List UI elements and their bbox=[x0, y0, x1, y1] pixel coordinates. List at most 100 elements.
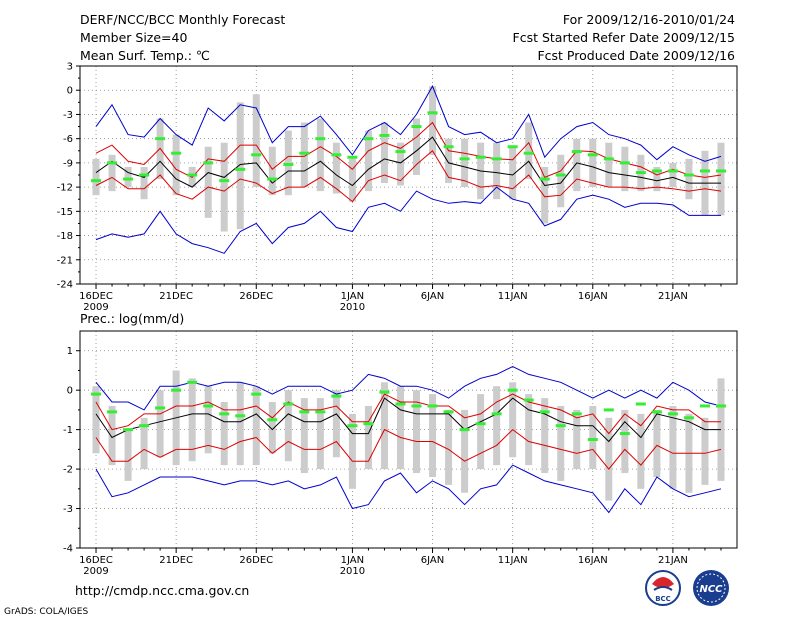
control-marker bbox=[443, 145, 454, 149]
control-marker bbox=[107, 410, 118, 414]
control-marker bbox=[139, 173, 150, 177]
control-marker bbox=[411, 404, 422, 408]
control-marker bbox=[267, 177, 278, 181]
spread-bar bbox=[557, 154, 565, 208]
control-marker bbox=[699, 404, 710, 408]
control-marker bbox=[219, 179, 230, 183]
spread-bar bbox=[461, 409, 469, 493]
control-marker bbox=[667, 169, 678, 173]
control-marker bbox=[219, 412, 230, 416]
spread-bar bbox=[493, 386, 501, 466]
y-tick-label: -18 bbox=[57, 231, 73, 242]
series-line-max bbox=[95, 85, 722, 162]
y-tick-label: 3 bbox=[67, 62, 73, 73]
control-marker bbox=[331, 394, 342, 398]
control-marker bbox=[283, 163, 294, 167]
control-marker bbox=[155, 137, 166, 141]
control-marker bbox=[91, 392, 102, 396]
control-marker bbox=[587, 438, 598, 441]
spread-bar bbox=[332, 142, 340, 194]
control-marker bbox=[139, 424, 150, 428]
control-marker bbox=[187, 173, 198, 177]
y-tick-label: -3 bbox=[63, 504, 73, 515]
bcc-logo-text: BCC bbox=[655, 595, 671, 603]
spread-bar bbox=[493, 142, 501, 200]
control-marker bbox=[107, 161, 118, 165]
control-marker bbox=[507, 145, 518, 149]
spread-bar bbox=[396, 386, 404, 470]
spread-bar bbox=[477, 394, 485, 470]
x-tick-sublabel: 2010 bbox=[340, 302, 365, 313]
spread-bar bbox=[172, 134, 180, 196]
forecast-range-label: For 2009/12/16-2010/01/24 bbox=[563, 12, 735, 27]
spread-bar bbox=[525, 394, 533, 466]
spread-bar bbox=[685, 158, 693, 200]
control-marker bbox=[315, 137, 326, 141]
control-marker bbox=[411, 125, 422, 129]
x-tick-sublabel: 2009 bbox=[83, 302, 108, 313]
control-marker bbox=[171, 151, 182, 155]
control-marker bbox=[475, 155, 486, 159]
control-marker bbox=[539, 410, 550, 414]
forecast-produced-label: Fcst Produced Date 2009/12/16 bbox=[537, 48, 735, 63]
spread-bar bbox=[669, 162, 677, 188]
precipitation-panel-title: Prec.: log(mm/d) bbox=[80, 311, 184, 326]
spread-bar bbox=[413, 390, 421, 474]
ncc-logo-text: NCC bbox=[699, 584, 723, 595]
control-marker bbox=[251, 153, 262, 157]
control-marker bbox=[443, 410, 454, 414]
control-marker bbox=[299, 410, 310, 414]
spread-bar bbox=[429, 86, 437, 155]
control-marker bbox=[635, 402, 646, 406]
x-tick-label: 16JAN bbox=[578, 291, 608, 302]
spread-bar bbox=[140, 417, 148, 470]
x-tick-label: 21JAN bbox=[658, 555, 688, 566]
control-marker bbox=[507, 388, 518, 392]
spread-bar bbox=[509, 382, 517, 458]
spread-bar bbox=[509, 146, 517, 200]
x-tick-label: 26DEC bbox=[239, 555, 273, 566]
spread-bar bbox=[316, 118, 324, 192]
series-line-max bbox=[95, 365, 722, 411]
spread-bar bbox=[701, 417, 709, 485]
x-tick-label: 1JAN bbox=[341, 555, 364, 566]
x-tick-label: 26DEC bbox=[239, 291, 273, 302]
spread-bar bbox=[108, 154, 116, 192]
control-marker bbox=[347, 155, 358, 159]
spread-bar bbox=[589, 138, 597, 188]
series-line-upper bbox=[95, 121, 722, 179]
spread-bar bbox=[605, 142, 613, 188]
y-tick-label: -6 bbox=[63, 134, 73, 145]
spread-bar bbox=[669, 405, 677, 489]
spread-bar bbox=[268, 146, 276, 196]
footer-url: http://cmdp.ncc.cma.gov.cn bbox=[75, 583, 249, 598]
control-marker bbox=[571, 412, 582, 416]
control-marker bbox=[235, 414, 246, 418]
control-marker bbox=[683, 173, 694, 177]
control-marker bbox=[651, 169, 662, 173]
spread-bar bbox=[445, 409, 453, 485]
control-marker bbox=[683, 416, 694, 420]
spread-bar bbox=[429, 394, 437, 477]
control-marker bbox=[315, 410, 326, 414]
spread-bar bbox=[332, 390, 340, 458]
bcc-logo-icon: BCC bbox=[645, 570, 681, 606]
series-line-upper bbox=[95, 393, 721, 435]
spread-bar bbox=[717, 142, 725, 216]
chart-title: DERF/NCC/BCC Monthly Forecast bbox=[80, 12, 285, 27]
series-line-min bbox=[95, 186, 721, 254]
y-tick-label: -9 bbox=[63, 158, 73, 169]
x-tick-label: 16DEC bbox=[79, 291, 113, 302]
control-marker bbox=[395, 150, 406, 154]
control-marker bbox=[667, 412, 678, 416]
spread-bar bbox=[621, 146, 629, 192]
y-tick-label: 1 bbox=[67, 346, 73, 357]
control-marker bbox=[491, 157, 502, 161]
control-marker bbox=[715, 404, 726, 408]
control-marker bbox=[363, 422, 374, 426]
spread-bar bbox=[364, 405, 372, 470]
spread-bar bbox=[573, 138, 581, 192]
control-marker bbox=[123, 428, 134, 432]
